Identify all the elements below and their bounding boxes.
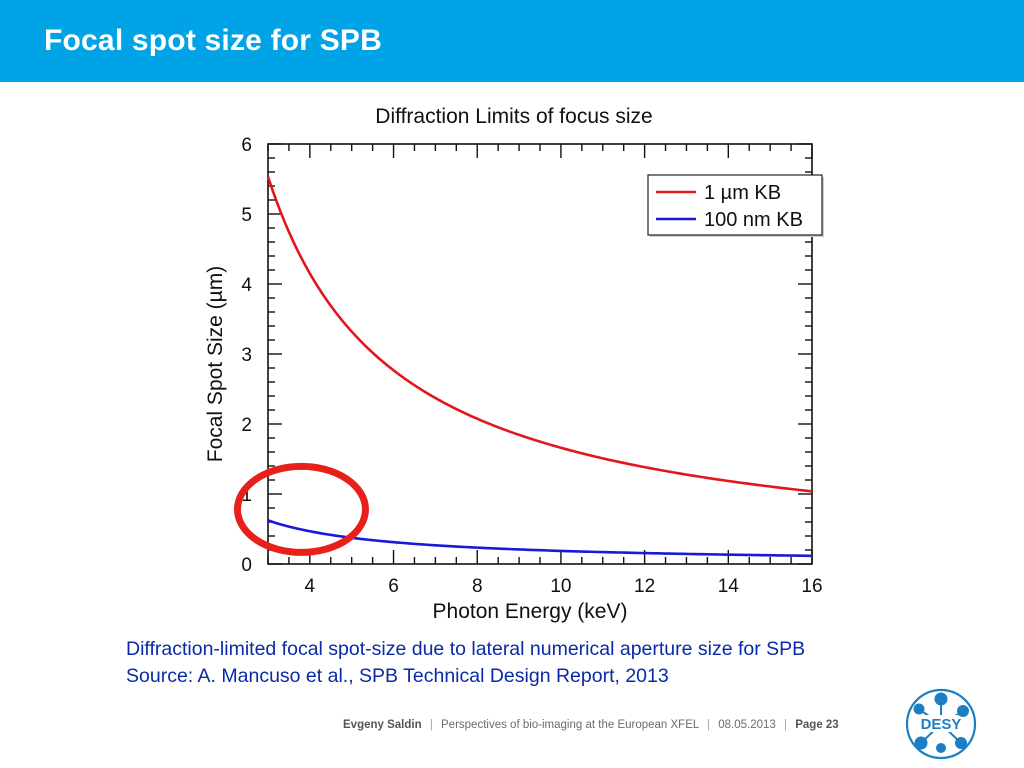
x-axis-label: Photon Energy (keV) [433, 600, 628, 623]
y-tick-label: 3 [241, 345, 252, 366]
y-tick-label: 0 [241, 555, 252, 576]
footer: Evgeny Saldin | Perspectives of bio-imag… [343, 719, 839, 731]
y-tick-label: 4 [241, 275, 252, 296]
caption-line-1: Diffraction-limited focal spot-size due … [126, 638, 806, 660]
footer-date: 08.05.2013 [718, 719, 776, 731]
footer-page-number: Page 23 [795, 719, 839, 731]
footer-separator: | [707, 719, 711, 731]
x-tick-label: 10 [550, 576, 571, 597]
y-tick-label: 5 [241, 205, 252, 226]
y-tick-label: 1 [241, 485, 252, 506]
footer-talk-title: Perspectives of bio-imaging at the Europ… [441, 719, 699, 731]
footer-author: Evgeny Saldin [343, 719, 422, 731]
chart-title: Diffraction Limits of focus size [375, 105, 652, 128]
slide-title: Focal spot size for SPB [44, 24, 382, 57]
header-bar: Focal spot size for SPB [0, 0, 1024, 82]
legend-label: 100 nm KB [704, 209, 803, 231]
x-tick-label: 6 [388, 576, 399, 597]
footer-separator: | [429, 719, 433, 731]
x-tick-label: 12 [634, 576, 655, 597]
x-tick-label: 8 [472, 576, 483, 597]
legend-box [647, 174, 823, 236]
y-tick-label: 2 [241, 415, 252, 436]
series-line-red [266, 176, 813, 493]
x-tick-label: 14 [718, 576, 740, 597]
series-line-blue [267, 519, 813, 558]
desy-logo: DESY [905, 688, 977, 760]
logo-text: DESY [921, 716, 962, 733]
x-tick-label: 16 [801, 576, 822, 597]
x-tick-label: 4 [305, 576, 316, 597]
highlight-circle [233, 462, 369, 556]
footer-separator: | [784, 719, 788, 731]
y-axis-label: Focal Spot Size (µm) [204, 266, 227, 463]
legend-label: 1 µm KB [704, 182, 781, 204]
y-tick-label: 6 [241, 135, 252, 156]
caption-line-2: Source: A. Mancuso et al., SPB Technical… [126, 665, 669, 687]
